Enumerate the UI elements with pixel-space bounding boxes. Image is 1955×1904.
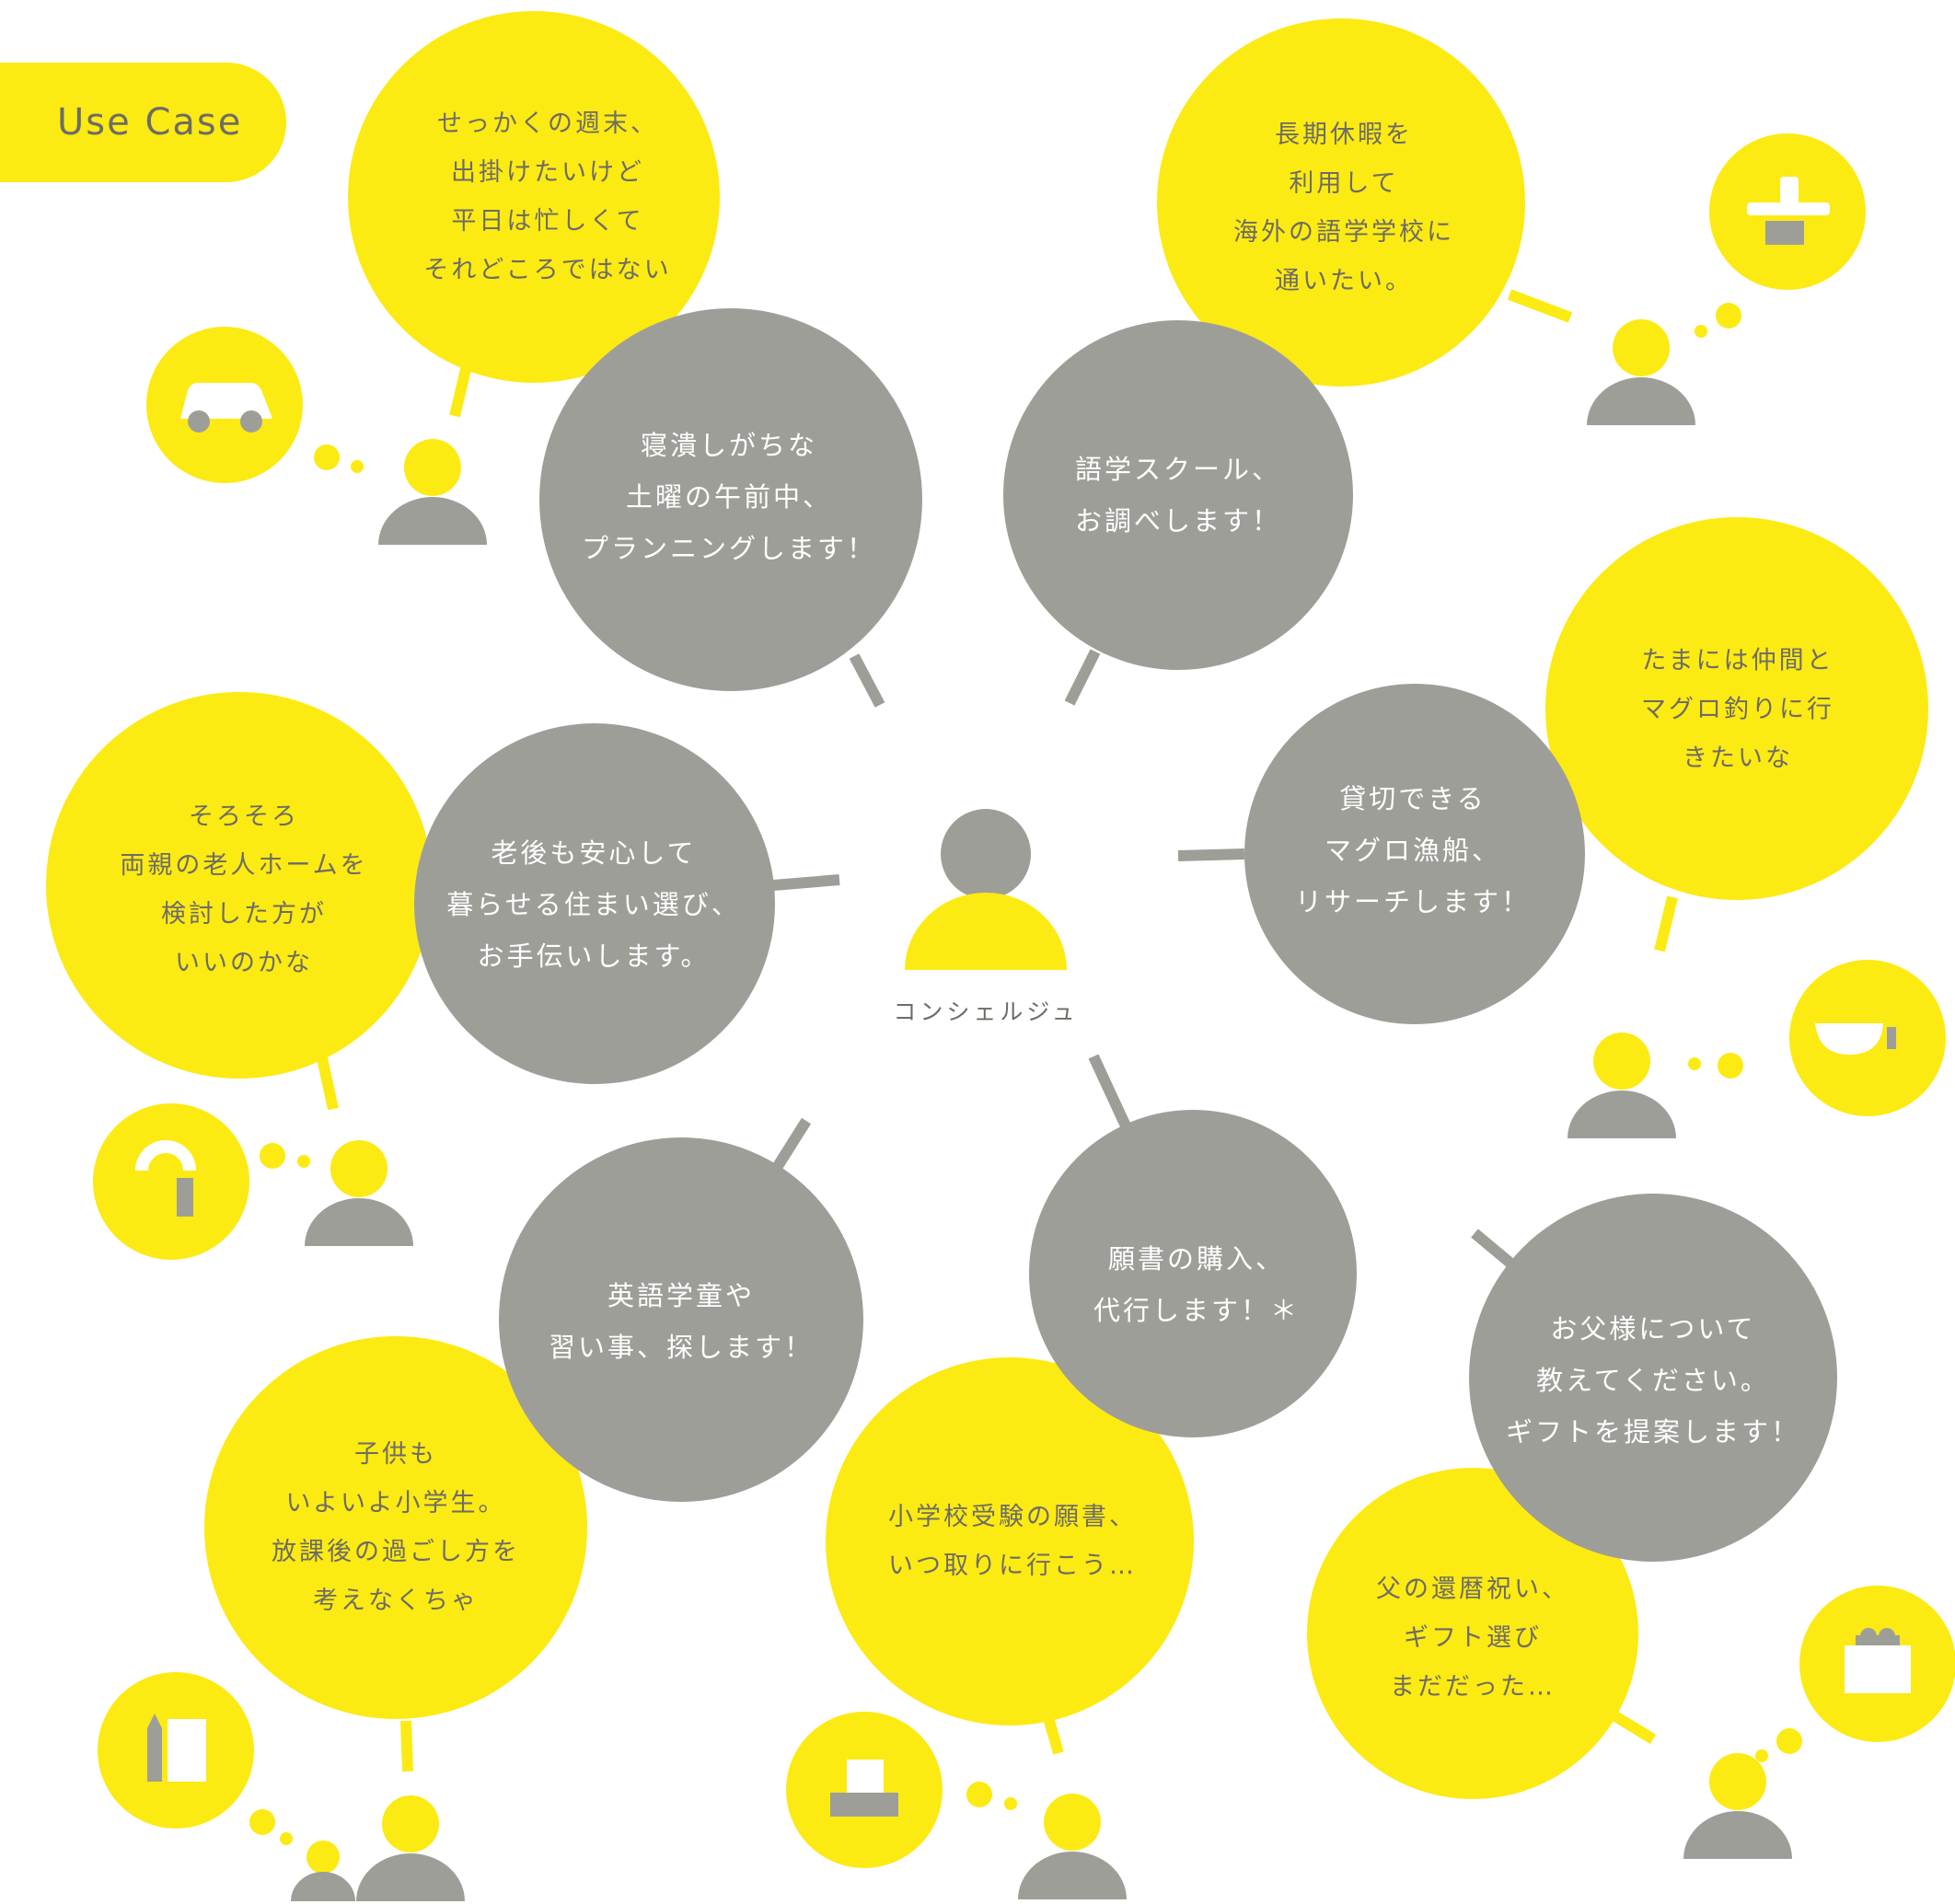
need-bubble-gift	[1307, 1468, 1638, 1799]
connector-line	[1088, 1054, 1134, 1135]
need-text-exam-application: 小学校受験の願書、 いつ取りに行こう…	[888, 1503, 1137, 1580]
bubble-tail	[1654, 895, 1678, 952]
need-text-weekend: せっかくの週末、 出掛けたいけど 平日は忙しくて それどころではない	[423, 110, 672, 284]
need-text-tuna-fishing: たまには仲間と マグロ釣りに行きたいな	[1641, 646, 1834, 773]
bubble-tail	[449, 360, 473, 418]
bubble-tail	[1507, 289, 1573, 323]
person-icon	[1683, 1753, 1792, 1859]
service-bubble-nursing-home	[414, 723, 775, 1084]
service-bubble-gift	[1469, 1194, 1837, 1562]
need-text-after-school: 子供も いよいよ小学生。 放課後の過ごし方を 考えなくちゃ	[272, 1440, 520, 1615]
service-bubble-after-school	[499, 1137, 863, 1502]
service-bubble-exam-application	[1029, 1110, 1357, 1437]
need-text-nursing-home: そろそろ 両親の老人ホームを 検討した方が いいのかな	[120, 802, 368, 977]
connector-line	[769, 1117, 812, 1174]
service-text-study-abroad: 語学スクール、 お調べします！	[1074, 454, 1282, 537]
child-person-icon	[291, 1841, 355, 1901]
person-icon	[1587, 319, 1695, 425]
need-bubble-weekend	[348, 11, 720, 383]
bubble-tail	[1607, 1708, 1657, 1745]
concierge-label: コンシェルジュ	[893, 998, 1079, 1025]
need-text-study-abroad: 長期休暇を 利用して 海外の語学学校に 通いたい。	[1233, 121, 1454, 295]
thought-dot	[1688, 1057, 1701, 1070]
thought-dot	[966, 1782, 992, 1807]
connector-line	[849, 653, 885, 708]
cane-icon	[93, 1103, 249, 1260]
document-tray-icon	[786, 1712, 943, 1868]
person-icon	[1567, 1033, 1676, 1138]
need-bubble-after-school	[204, 1336, 587, 1719]
thought-dot	[280, 1832, 293, 1845]
thought-dot	[314, 444, 340, 470]
airplane-icon	[1709, 133, 1866, 290]
service-text-nursing-home: 老後も安心して 暮らせる住まい選び、 お手伝いします。	[446, 837, 741, 972]
need-bubble-tuna-fishing	[1545, 517, 1928, 900]
thought-dot	[249, 1809, 275, 1835]
gift-bag-icon	[1799, 1586, 1955, 1742]
person-icon	[378, 439, 487, 545]
thought-dot	[297, 1155, 310, 1168]
thought-dot	[1004, 1797, 1017, 1810]
service-text-gift: お父様について 教えてください。 ギフトを提案します！	[1505, 1313, 1801, 1448]
notebook-pencil-icon	[98, 1672, 254, 1829]
bubble-tail	[317, 1056, 339, 1111]
thought-dot	[1695, 325, 1707, 338]
car-icon	[146, 327, 303, 483]
use-case-badge: Use Case	[0, 63, 286, 182]
need-bubble-nursing-home	[46, 692, 433, 1079]
need-text-gift: 父の還暦祝い、 ギフト選び まだだった…	[1376, 1575, 1569, 1702]
need-bubble-exam-application	[826, 1357, 1194, 1725]
person-icon	[305, 1140, 413, 1246]
bubble-tail	[400, 1720, 413, 1772]
connector-line	[1177, 848, 1245, 861]
boat-icon	[1789, 960, 1946, 1116]
thought-dot	[260, 1143, 285, 1169]
service-text-after-school: 英語学童や 習い事、探します！	[548, 1280, 815, 1363]
service-bubble-weekend	[539, 308, 922, 691]
use-case-badge-label: Use Case	[57, 101, 243, 144]
person-icon	[1018, 1794, 1127, 1899]
service-bubble-study-abroad	[1003, 320, 1353, 670]
connector-line	[772, 874, 840, 891]
thought-dot	[1755, 1749, 1768, 1762]
bubble-tail	[1044, 1719, 1064, 1755]
thought-dot	[1718, 1053, 1743, 1079]
service-text-exam-application: 願書の購入、 代行します！＊	[1093, 1243, 1301, 1326]
service-text-weekend: 寝潰しがちな 土曜の午前中、 プランニングします！	[581, 430, 877, 564]
thought-dot	[1776, 1728, 1802, 1754]
connector-line	[1064, 649, 1101, 706]
need-bubble-study-abroad	[1157, 18, 1525, 387]
service-bubble-tuna-fishing	[1244, 684, 1585, 1024]
concierge-figure-icon	[905, 809, 1067, 970]
service-text-tuna-fishing: 貸切できる マグロ漁船、 リサーチします！	[1294, 783, 1532, 917]
thought-dot	[1716, 303, 1741, 329]
parent-person-icon	[356, 1795, 465, 1901]
thought-dot	[351, 460, 364, 473]
